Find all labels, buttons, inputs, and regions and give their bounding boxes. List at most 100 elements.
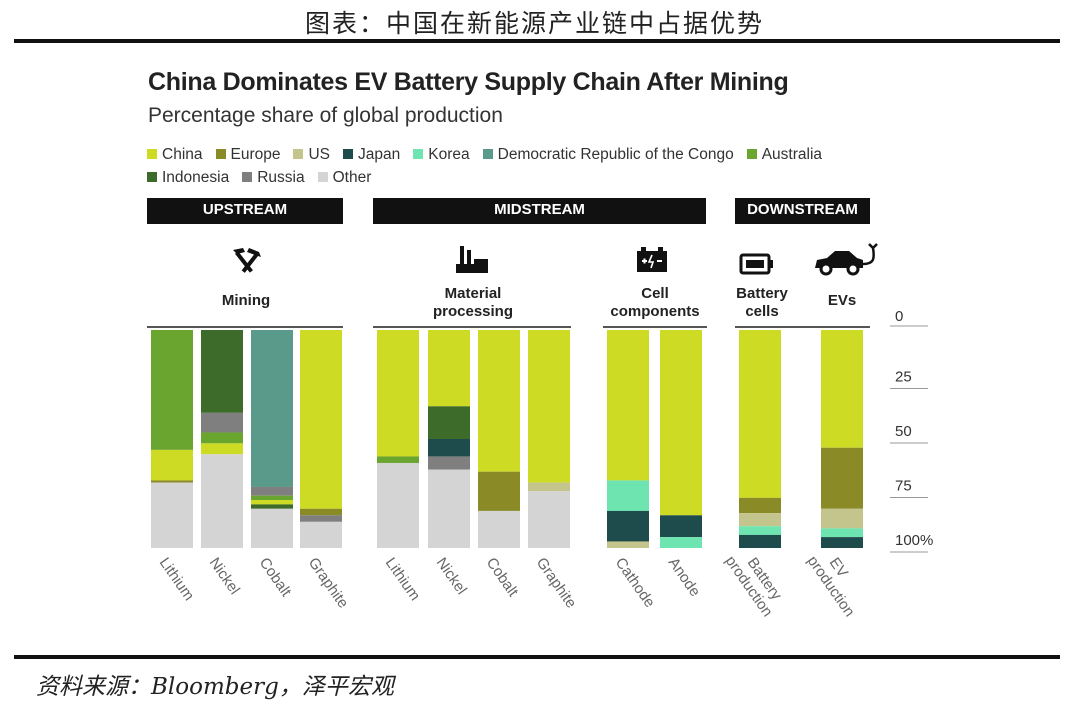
- bar-segment: [528, 491, 570, 548]
- bar-segment: [151, 482, 193, 548]
- legend-label: Australia: [761, 146, 823, 163]
- bar-segment: [428, 330, 470, 407]
- x-tick-label: Nickel: [206, 555, 243, 598]
- y-tick-label: 100%: [895, 532, 933, 549]
- bar-segment: [251, 330, 293, 487]
- bar-segment: [478, 330, 520, 472]
- group-rule-material-processing: [373, 326, 571, 328]
- bar-segment: [151, 449, 193, 481]
- bar-segment: [739, 526, 781, 535]
- legend-label: Other: [332, 169, 372, 186]
- bar-segment: [377, 456, 419, 463]
- group-rule-cell-components: [603, 326, 707, 328]
- bar-segment: [428, 456, 470, 470]
- legend-item: Australia: [746, 143, 823, 166]
- legend-swatch: [293, 149, 304, 159]
- chart-subtitle: Percentage share of global production: [148, 104, 503, 127]
- x-tick-label: Batteryproduction: [722, 543, 790, 620]
- bar-segment: [428, 406, 470, 439]
- legend-swatch: [242, 172, 253, 182]
- bar-segment: [739, 330, 781, 498]
- bar-segment: [821, 537, 863, 548]
- bar-segment: [478, 471, 520, 511]
- bar-segment: [660, 537, 702, 548]
- legend-label: China: [162, 146, 203, 163]
- legend-label: Democratic Republic of the Congo: [497, 146, 734, 163]
- legend-label: Indonesia: [162, 169, 230, 186]
- bar-segment: [377, 330, 419, 457]
- bar-segment: [201, 412, 243, 433]
- x-tick-label: Graphite: [533, 555, 580, 612]
- stage-downstream: DOWNSTREAM: [735, 198, 870, 224]
- factory-icon: [456, 246, 488, 273]
- bar-segment: [528, 482, 570, 492]
- bar-segment: [251, 508, 293, 548]
- top-rule: [14, 39, 1060, 43]
- bar-segment: [201, 454, 243, 548]
- legend-label: Japan: [358, 146, 401, 163]
- chart-title: China Dominates EV Battery Supply Chain …: [148, 68, 789, 96]
- bar-segment: [739, 534, 781, 548]
- x-tick-label: Lithium: [382, 555, 424, 604]
- battery-icon: [739, 253, 773, 275]
- legend-item: Democratic Republic of the Congo: [482, 143, 734, 166]
- group-label-evs: EVs: [827, 292, 857, 309]
- bar-segment: [201, 330, 243, 413]
- legend-swatch: [746, 149, 757, 159]
- source-note: 资料来源：Bloomberg，泽平宏观: [36, 674, 394, 700]
- legend-swatch: [343, 149, 354, 159]
- legend-label: Korea: [428, 146, 470, 163]
- legend-swatch: [215, 149, 226, 159]
- bar-segment: [151, 480, 193, 483]
- group-rule-mining: [147, 326, 343, 328]
- y-tick-label: 25: [895, 369, 912, 386]
- bar-segment: [528, 330, 570, 483]
- x-tick-label: Lithium: [156, 555, 198, 604]
- legend-label: US: [308, 146, 331, 163]
- bar-segment: [201, 443, 243, 455]
- legend-swatch: [317, 172, 328, 182]
- legend-item: Korea: [413, 143, 470, 166]
- x-tick-label: Cathode: [612, 555, 658, 611]
- legend-item: Europe: [215, 143, 281, 166]
- bar-segment: [660, 515, 702, 538]
- bar-segment: [251, 486, 293, 496]
- legend-label: Europe: [230, 146, 281, 163]
- group-rule-downstream: [735, 326, 870, 328]
- group-label-mining: Mining: [221, 292, 271, 309]
- legend-item: Russia: [242, 166, 305, 189]
- bar-segment: [821, 447, 863, 509]
- bar-segment: [300, 515, 342, 522]
- bar-segment: [251, 495, 293, 501]
- bar-segment: [300, 508, 342, 516]
- pickaxe-hammer-icon: [233, 248, 261, 273]
- bar-segment: [428, 469, 470, 548]
- bar-segment: [300, 330, 342, 509]
- bar-segment: [251, 504, 293, 509]
- bar-segment: [607, 480, 649, 511]
- group-label-material-processing: Material processing: [432, 285, 514, 320]
- battery-terminals-icon: [637, 247, 667, 272]
- stage-upstream: UPSTREAM: [147, 198, 343, 224]
- stage-midstream: MIDSTREAM: [373, 198, 706, 224]
- electric-car-icon: [815, 243, 878, 276]
- x-tick-label: Cobalt: [483, 555, 522, 601]
- legend-item: China: [147, 143, 203, 166]
- bar-segment: [660, 330, 702, 516]
- bar-segment: [201, 432, 243, 444]
- chart-legend: China Europe US Japan Korea Democratic Republ…: [147, 143, 947, 189]
- group-label-cell-components: Cell components: [610, 285, 700, 320]
- bar-segment: [607, 330, 649, 481]
- legend-item: Indonesia: [147, 166, 229, 189]
- bar-segment: [739, 497, 781, 514]
- x-tick-label: Nickel: [433, 555, 470, 598]
- legend-item: US: [293, 143, 330, 166]
- group-label-battery-cells: Battery cells: [736, 285, 788, 320]
- y-tick-label: 50: [895, 423, 912, 440]
- bar-segment: [428, 439, 470, 457]
- x-tick-label: Cobalt: [256, 555, 295, 601]
- bar-segment: [377, 462, 419, 548]
- x-tick-label: Anode: [665, 555, 704, 600]
- legend-swatch: [147, 149, 157, 159]
